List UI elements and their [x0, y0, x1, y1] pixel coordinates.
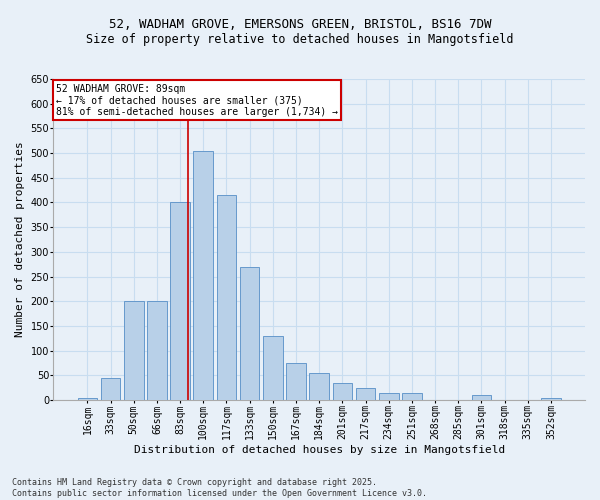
Bar [240, 266, 259, 400]
Bar [356, 388, 376, 400]
Bar [124, 301, 143, 400]
Bar [310, 373, 329, 400]
Text: Size of property relative to detached houses in Mangotsfield: Size of property relative to detached ho… [86, 32, 514, 46]
Text: Contains HM Land Registry data © Crown copyright and database right 2025.
Contai: Contains HM Land Registry data © Crown c… [12, 478, 427, 498]
Bar [101, 378, 121, 400]
Bar [286, 363, 306, 400]
Text: 52 WADHAM GROVE: 89sqm
← 17% of detached houses are smaller (375)
81% of semi-de: 52 WADHAM GROVE: 89sqm ← 17% of detached… [56, 84, 338, 117]
Bar [379, 392, 398, 400]
Bar [263, 336, 283, 400]
Bar [170, 202, 190, 400]
Bar [193, 150, 213, 400]
Bar [77, 398, 97, 400]
Bar [217, 195, 236, 400]
Bar [472, 395, 491, 400]
X-axis label: Distribution of detached houses by size in Mangotsfield: Distribution of detached houses by size … [134, 445, 505, 455]
Y-axis label: Number of detached properties: Number of detached properties [15, 142, 25, 338]
Text: 52, WADHAM GROVE, EMERSONS GREEN, BRISTOL, BS16 7DW: 52, WADHAM GROVE, EMERSONS GREEN, BRISTO… [109, 18, 491, 30]
Bar [541, 398, 561, 400]
Bar [402, 392, 422, 400]
Bar [147, 301, 167, 400]
Bar [332, 382, 352, 400]
